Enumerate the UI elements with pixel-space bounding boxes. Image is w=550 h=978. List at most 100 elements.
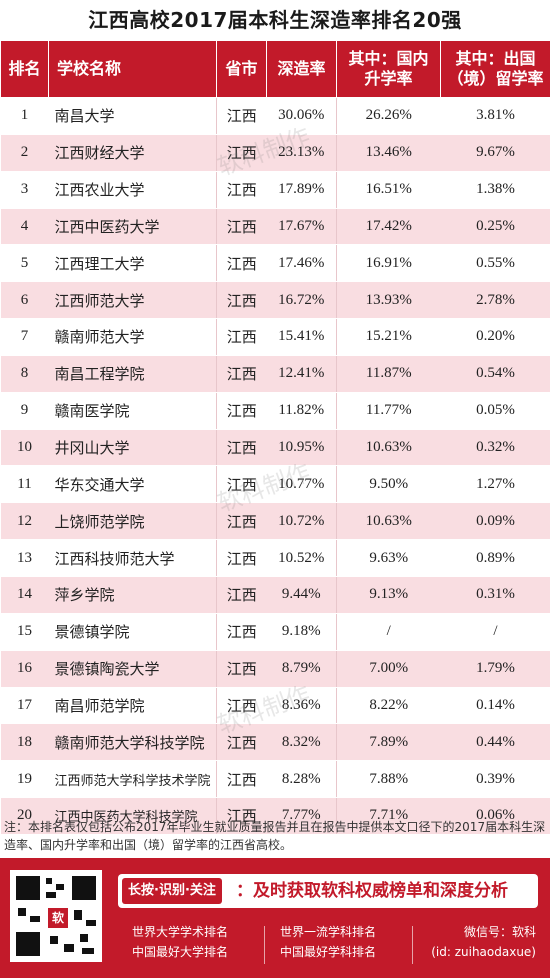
school-name-cell: 景德镇学院 [48, 613, 217, 651]
table-row: 16 景德镇陶瓷大学 江西 8.79% 7.00% 1.79% [0, 650, 550, 688]
table-row: 12 上饶师范学院 江西 10.72% 10.63% 0.09% [0, 502, 550, 541]
rate-cell: 17.89% [266, 171, 337, 209]
rate-cell: 8.28% [266, 760, 337, 799]
abroad-rate-cell: 1.27% [440, 465, 550, 504]
abroad-rate-cell: 0.05% [440, 392, 550, 430]
school-name-cell: 赣南师范大学科技学院 [48, 723, 217, 762]
rank-cell: 17 [0, 687, 49, 725]
rank-cell: 4 [0, 208, 49, 246]
table-row: 2 江西财经大学 江西 23.13% 13.46% 9.67% [0, 134, 550, 172]
follow-pill: 长按·识别·关注 [122, 878, 222, 904]
rank-cell: 12 [0, 502, 49, 541]
rank-cell: 10 [0, 429, 49, 467]
domestic-rate-cell: 9.13% [336, 576, 441, 614]
follow-banner[interactable]: 长按·识别·关注 ：及时获取软科权威榜单和深度分析 [118, 874, 538, 908]
abroad-rate-cell: 2.78% [440, 281, 550, 320]
abroad-rate-cell: 0.44% [440, 723, 550, 762]
school-name-cell: 赣南医学院 [48, 392, 217, 430]
rate-cell: 15.41% [266, 318, 337, 356]
school-name-cell: 江西中医药大学 [48, 208, 217, 246]
wechat-id: (id: zuihaodaxue) [431, 945, 536, 959]
header-rank: 排名 [0, 40, 49, 98]
rank-cell: 18 [0, 723, 49, 762]
rate-cell: 9.18% [266, 613, 337, 651]
rate-cell: 16.72% [266, 281, 337, 320]
abroad-rate-cell: 0.09% [440, 502, 550, 541]
links-divider [264, 926, 265, 964]
domestic-rate-cell: 7.88% [336, 760, 441, 799]
rate-cell: 8.79% [266, 650, 337, 688]
domestic-rate-cell: 16.91% [336, 244, 441, 283]
domestic-rate-cell: 11.87% [336, 355, 441, 393]
province-cell: 江西 [216, 134, 267, 172]
header-school: 学校名称 [48, 40, 217, 98]
abroad-rate-cell: 0.25% [440, 208, 550, 246]
links-divider [412, 926, 413, 964]
rate-cell: 10.77% [266, 465, 337, 504]
rank-cell: 14 [0, 576, 49, 614]
school-name-cell: 井冈山大学 [48, 429, 217, 467]
rate-cell: 8.32% [266, 723, 337, 762]
domestic-rate-cell: 15.21% [336, 318, 441, 356]
domestic-rate-cell: 10.63% [336, 502, 441, 541]
province-cell: 江西 [216, 687, 267, 725]
table-row: 10 井冈山大学 江西 10.95% 10.63% 0.32% [0, 429, 550, 467]
link-china-best-university[interactable]: 中国最好大学排名 [132, 945, 229, 959]
table-row: 5 江西理工大学 江西 17.46% 16.91% 0.55% [0, 244, 550, 283]
province-cell: 江西 [216, 281, 267, 320]
province-cell: 江西 [216, 465, 267, 504]
province-cell: 江西 [216, 576, 267, 614]
table-row: 17 南昌师范学院 江西 8.36% 8.22% 0.14% [0, 687, 550, 725]
province-cell: 江西 [216, 502, 267, 541]
rank-cell: 7 [0, 318, 49, 356]
rate-cell: 7.77% [266, 797, 337, 835]
header-domestic-line2: 升学率 [364, 69, 413, 88]
links-column-1: 世界大学学术排名 中国最好大学排名 [132, 922, 228, 962]
province-cell: 江西 [216, 318, 267, 356]
link-world-subject-ranking[interactable]: 世界一流学科排名 [280, 925, 377, 939]
links-column-2: 世界一流学科排名 中国最好学科排名 [280, 922, 376, 962]
header-abroad: 其中：出国 （境）留学率 [440, 40, 550, 98]
domestic-rate-cell: 26.26% [336, 97, 441, 135]
rate-cell: 30.06% [266, 97, 337, 135]
ranking-links: 世界大学学术排名 中国最好大学排名 世界一流学科排名 中国最好学科排名 [118, 920, 538, 970]
link-china-best-subject[interactable]: 中国最好学科排名 [280, 945, 377, 959]
abroad-rate-cell: 3.81% [440, 97, 550, 135]
school-name-cell: 江西财经大学 [48, 134, 217, 172]
rank-cell: 1 [0, 97, 49, 135]
domestic-rate-cell: / [336, 613, 441, 651]
school-name-cell: 南昌大学 [48, 97, 217, 135]
rank-cell: 8 [0, 355, 49, 393]
rank-cell: 15 [0, 613, 49, 651]
rate-cell: 10.72% [266, 502, 337, 541]
table-row: 20 江西中医药大学科技学院 江西 7.77% 7.71% 0.06% [0, 797, 550, 835]
table-row: 7 赣南师范大学 江西 15.41% 15.21% 0.20% [0, 318, 550, 356]
qr-code[interactable]: 软 [10, 870, 102, 962]
rank-cell: 11 [0, 465, 49, 504]
table-row: 3 江西农业大学 江西 17.89% 16.51% 1.38% [0, 171, 550, 209]
province-cell: 江西 [216, 244, 267, 283]
province-cell: 江西 [216, 797, 267, 835]
school-name-cell: 江西理工大学 [48, 244, 217, 283]
domestic-rate-cell: 7.71% [336, 797, 441, 835]
table-row: 1 南昌大学 江西 30.06% 26.26% 3.81% [0, 97, 550, 135]
domestic-rate-cell: 10.63% [336, 429, 441, 467]
header-domestic: 其中：国内 升学率 [336, 40, 441, 98]
province-cell: 江西 [216, 760, 267, 799]
abroad-rate-cell: 0.39% [440, 760, 550, 799]
province-cell: 江西 [216, 208, 267, 246]
follow-text: ：及时获取软科权威榜单和深度分析 [236, 881, 508, 901]
abroad-rate-cell: 0.20% [440, 318, 550, 356]
promo-footer: 软 长按·识别·关注 ：及时获取软科权威榜单和深度分析 世界大学学术排名 中国最… [0, 858, 550, 978]
province-cell: 江西 [216, 97, 267, 135]
province-cell: 江西 [216, 392, 267, 430]
header-abroad-line1: 其中：出国 [455, 49, 536, 68]
province-cell: 江西 [216, 650, 267, 688]
table-row: 19 江西师范大学科学技术学院 江西 8.28% 7.88% 0.39% [0, 760, 550, 799]
domestic-rate-cell: 7.00% [336, 650, 441, 688]
link-world-academic-ranking[interactable]: 世界大学学术排名 [132, 925, 229, 939]
domestic-rate-cell: 11.77% [336, 392, 441, 430]
domestic-rate-cell: 16.51% [336, 171, 441, 209]
ranking-table: 排名 学校名称 省市 深造率 其中：国内 升学率 其中：出国 （境）留学率 1 南昌大… [0, 40, 550, 835]
abroad-rate-cell: 0.54% [440, 355, 550, 393]
